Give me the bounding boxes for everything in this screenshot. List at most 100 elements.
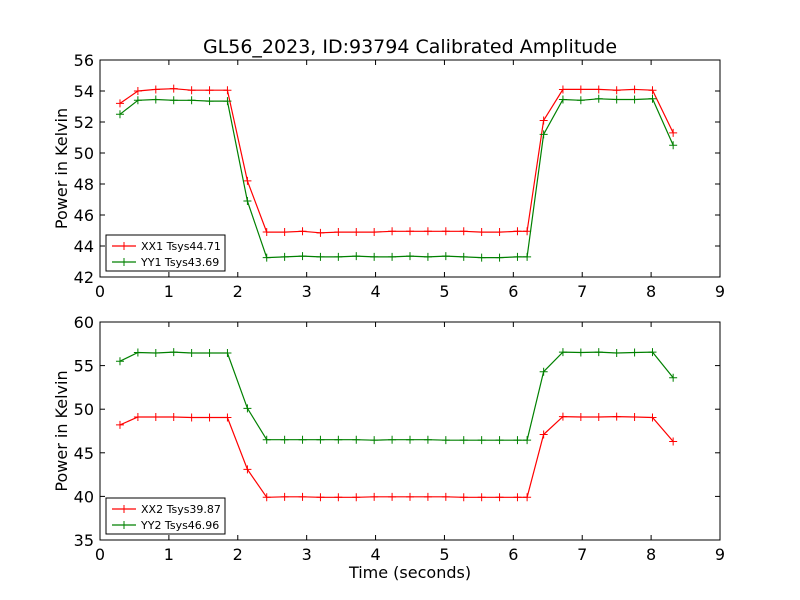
data-point [243, 176, 252, 185]
data-point [370, 228, 379, 237]
data-point [495, 436, 504, 445]
data-point [441, 227, 450, 236]
x-tick-label: 0 [95, 545, 105, 564]
data-point [223, 413, 232, 422]
data-point [205, 348, 214, 357]
plot-frame [99, 321, 721, 541]
data-point [523, 436, 532, 445]
x-tick-label: 9 [715, 282, 725, 301]
data-point [495, 228, 504, 237]
y-tick-label: 42 [74, 268, 94, 287]
data-point [406, 492, 414, 501]
data-point [513, 436, 522, 445]
data-point [669, 437, 678, 446]
data-point [370, 252, 379, 261]
data-point [243, 465, 252, 474]
data-point [423, 252, 432, 261]
data-point [205, 97, 214, 106]
x-tick-label: 2 [233, 282, 243, 301]
x-tick-label: 7 [577, 282, 587, 301]
data-point [316, 252, 325, 261]
data-point [352, 228, 361, 237]
x-axis-label: Time (seconds) [348, 563, 471, 582]
data-point [576, 348, 585, 357]
y-tick-label: 60 [74, 313, 94, 332]
data-point [594, 348, 603, 357]
x-tick-label: 5 [439, 282, 449, 301]
data-point [115, 420, 124, 429]
data-point [612, 412, 621, 421]
legend-label: YY1 Tsys43.69 [140, 256, 219, 269]
data-point [459, 227, 468, 236]
y-tick-label: 35 [74, 531, 94, 550]
data-point [477, 436, 486, 445]
data-point [612, 95, 621, 104]
data-point [151, 348, 160, 357]
data-point [243, 404, 252, 413]
data-point [115, 99, 124, 108]
data-point [523, 252, 532, 261]
data-point [334, 493, 343, 502]
data-point [523, 493, 532, 502]
x-tick-label: 6 [508, 282, 518, 301]
data-point [280, 435, 289, 444]
data-point [539, 130, 548, 139]
data-point [187, 96, 196, 105]
data-point [477, 228, 486, 237]
legend-marker [120, 505, 128, 513]
data-point [262, 228, 271, 237]
x-tick-label: 0 [95, 282, 105, 301]
y-axis-label: Power in Kelvin [52, 370, 71, 491]
data-point [262, 435, 271, 444]
data-point [280, 492, 289, 501]
data-point [316, 228, 325, 237]
data-point [223, 86, 232, 95]
data-point [648, 94, 657, 103]
data-point [352, 435, 361, 444]
data-point [576, 85, 585, 94]
data-point [133, 413, 142, 422]
legend-marker [120, 242, 128, 250]
data-point [316, 435, 325, 444]
data-point [459, 493, 468, 502]
data-point [406, 435, 414, 444]
data-point [151, 95, 160, 104]
data-point [648, 86, 657, 95]
data-point [539, 116, 548, 125]
data-point [630, 348, 639, 357]
data-point [612, 348, 621, 357]
data-point [558, 85, 567, 94]
data-point [187, 86, 196, 95]
x-tick-label: 6 [508, 545, 518, 564]
y-tick-label: 40 [74, 487, 94, 506]
data-point [669, 141, 678, 150]
data-point [669, 373, 678, 382]
legend-label: XX2 Tsys39.87 [141, 503, 221, 516]
data-point [115, 357, 124, 366]
y-tick-label: 56 [74, 51, 94, 70]
legend: XX2 Tsys39.87 YY2 Tsys46.96 [105, 497, 226, 535]
data-point [423, 227, 432, 236]
data-point [334, 252, 343, 261]
x-tick-label: 7 [577, 545, 587, 564]
data-point [388, 227, 397, 236]
data-point [388, 435, 397, 444]
data-point [558, 412, 567, 421]
data-point [594, 85, 603, 94]
legend-box [105, 234, 226, 272]
y-tick-label: 55 [74, 357, 94, 376]
x-tick-label: 5 [439, 545, 449, 564]
data-point [576, 413, 585, 422]
data-point [280, 252, 289, 261]
data-point [558, 95, 567, 104]
data-point [334, 435, 343, 444]
data-point [495, 253, 504, 262]
data-point [594, 94, 603, 103]
x-tick-label: 9 [715, 545, 725, 564]
data-point [370, 436, 379, 445]
y-tick-label: 44 [74, 237, 94, 256]
data-point [539, 367, 548, 376]
data-point [459, 252, 468, 261]
x-tick-label: 8 [646, 282, 656, 301]
y-tick-label: 50 [74, 144, 94, 163]
